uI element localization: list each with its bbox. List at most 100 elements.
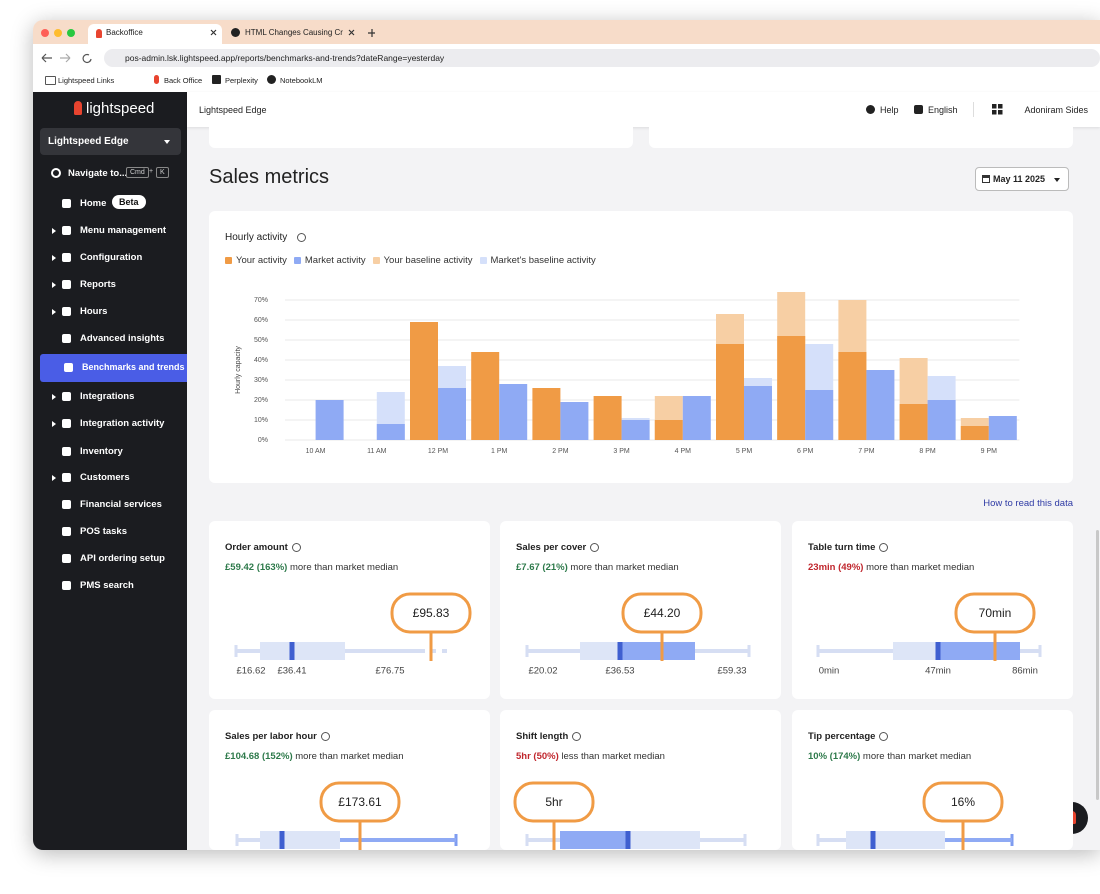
bookmark[interactable]: Lightspeed Links — [58, 76, 115, 85]
nav-item[interactable]: PMS search — [80, 580, 134, 591]
nav-item[interactable]: Financial services — [80, 499, 162, 510]
nav-icon — [62, 334, 71, 343]
address-bar[interactable] — [104, 49, 1100, 67]
box-plot: £95.83 £16.62 £36.41 £76.75 — [234, 592, 472, 677]
range-label: £36.41 — [277, 666, 306, 677]
date[interactable]: May 11 2025 — [993, 174, 1046, 184]
median — [617, 642, 623, 660]
bar — [593, 396, 622, 440]
date-picker[interactable] — [975, 167, 1069, 191]
close-icon[interactable] — [348, 29, 355, 36]
metric-comparison: more than market median — [295, 751, 404, 762]
metric-title: Shift length — [516, 731, 569, 742]
user[interactable]: Adoniram Sides — [1024, 105, 1088, 115]
nav-item[interactable]: Inventory — [80, 446, 123, 457]
info-icon — [297, 233, 306, 242]
navigate[interactable]: Navigate to... — [68, 168, 128, 179]
box-plot: 5hr — [513, 781, 747, 850]
legend-label: Your activity — [236, 255, 287, 266]
location[interactable]: Lightspeed Edge — [48, 136, 129, 147]
nav-icon — [62, 447, 71, 456]
range-label: 0min — [819, 666, 840, 677]
legend-swatch — [372, 257, 380, 264]
nav-item[interactable]: API ordering setup — [80, 553, 165, 564]
box-plot: £44.20 £20.02 £36.53 £59.33 — [525, 592, 751, 677]
minimize-light[interactable] — [54, 29, 62, 37]
median — [870, 831, 876, 849]
y-tick-label: 20% — [254, 397, 268, 404]
language[interactable]: English — [928, 105, 958, 115]
nav-icon — [62, 527, 71, 536]
caret — [164, 140, 170, 147]
apps-icon[interactable] — [992, 104, 1003, 115]
x-tick-label: 12 PM — [428, 448, 448, 455]
bookmark[interactable]: NotebookLM — [280, 76, 323, 85]
nav-icon — [62, 280, 71, 289]
legend-swatch — [479, 257, 487, 264]
nav-item[interactable]: Customers — [80, 472, 130, 483]
nav-item[interactable]: Configuration — [80, 252, 143, 263]
help-icon — [866, 105, 875, 114]
close-icon[interactable] — [210, 29, 217, 36]
close-light[interactable] — [41, 29, 49, 37]
divider — [973, 102, 974, 117]
bookmark[interactable]: Back Office — [164, 76, 203, 85]
x-tick-label: 6 PM — [797, 448, 814, 455]
scrollbar — [1096, 530, 1099, 800]
x-tick-label: 4 PM — [675, 448, 692, 455]
help-link[interactable]: How to read this data — [983, 498, 1073, 509]
help[interactable]: Help — [880, 105, 899, 115]
bar — [315, 400, 344, 440]
tab-title[interactable]: HTML Changes Causing Cras — [245, 28, 343, 37]
nav-item[interactable]: POS tasks — [80, 526, 127, 537]
zoom-light[interactable] — [67, 29, 75, 37]
location-select[interactable] — [40, 128, 181, 155]
forward[interactable] — [60, 53, 71, 63]
metric-title: Table turn time — [808, 542, 876, 553]
bar — [376, 424, 405, 440]
callout-value: 16% — [951, 795, 975, 809]
nav-icon — [62, 473, 71, 482]
x-tick-label: 1 PM — [491, 448, 508, 455]
url[interactable]: pos-admin.lsk.lightspeed.app/reports/ben… — [125, 53, 445, 63]
kbd-plus: + — [149, 168, 154, 175]
metric-comparison: more than market median — [866, 562, 975, 573]
active-tab[interactable] — [88, 24, 222, 44]
nav-item[interactable]: Advanced insights — [80, 333, 165, 344]
metric-delta-line: £104.68 (152%) more than market median — [225, 751, 404, 762]
reload[interactable] — [82, 53, 92, 64]
nav-item[interactable]: Menu management — [80, 225, 167, 236]
tab-title[interactable]: Backoffice — [106, 28, 143, 37]
nav-item[interactable]: Integrations — [80, 391, 135, 402]
callout — [390, 592, 472, 634]
metric-card: Sales per labor hour £104.68 (152%) more … — [209, 710, 490, 850]
metric-delta: £104.68 (152%) — [225, 751, 293, 762]
range-label: 47min — [925, 666, 951, 677]
metric-delta: 10% (174%) — [808, 751, 861, 762]
kbd: Cmd — [126, 167, 149, 178]
nav-icon — [62, 419, 71, 428]
callout — [954, 592, 1036, 634]
nav-item[interactable]: Home — [80, 198, 107, 209]
expand-arrow — [52, 228, 59, 234]
y-axis-title: Hourly capacity — [235, 346, 242, 394]
chart: 0% 10% 20% 30% 40% 50% 60% 70% Hourly capacity 10… — [235, 292, 1020, 455]
metric-comparison: more than market median — [862, 751, 972, 762]
nav-icon — [62, 554, 71, 563]
range-label: £59.33 — [717, 666, 746, 677]
callout-value: 70min — [979, 606, 1012, 620]
bookmark[interactable]: Perplexity — [225, 76, 258, 85]
nav-item[interactable]: Reports — [80, 279, 116, 290]
back[interactable] — [41, 53, 52, 63]
nav-icon — [62, 392, 71, 401]
new-tab[interactable] — [368, 29, 375, 37]
nav-item[interactable]: Integration activity — [80, 418, 165, 429]
header-title: Lightspeed Edge — [199, 105, 267, 115]
nav-item[interactable]: Benchmarks and trends — [82, 362, 185, 372]
nav-item[interactable]: Hours — [80, 306, 108, 317]
metric-comparison: more than market median — [289, 562, 399, 573]
box-plot: 16% — [816, 781, 1014, 850]
metric-delta-line: £7.67 (21%) more than market median — [516, 562, 679, 573]
bar — [866, 370, 895, 440]
x-tick-label: 3 PM — [613, 448, 630, 455]
